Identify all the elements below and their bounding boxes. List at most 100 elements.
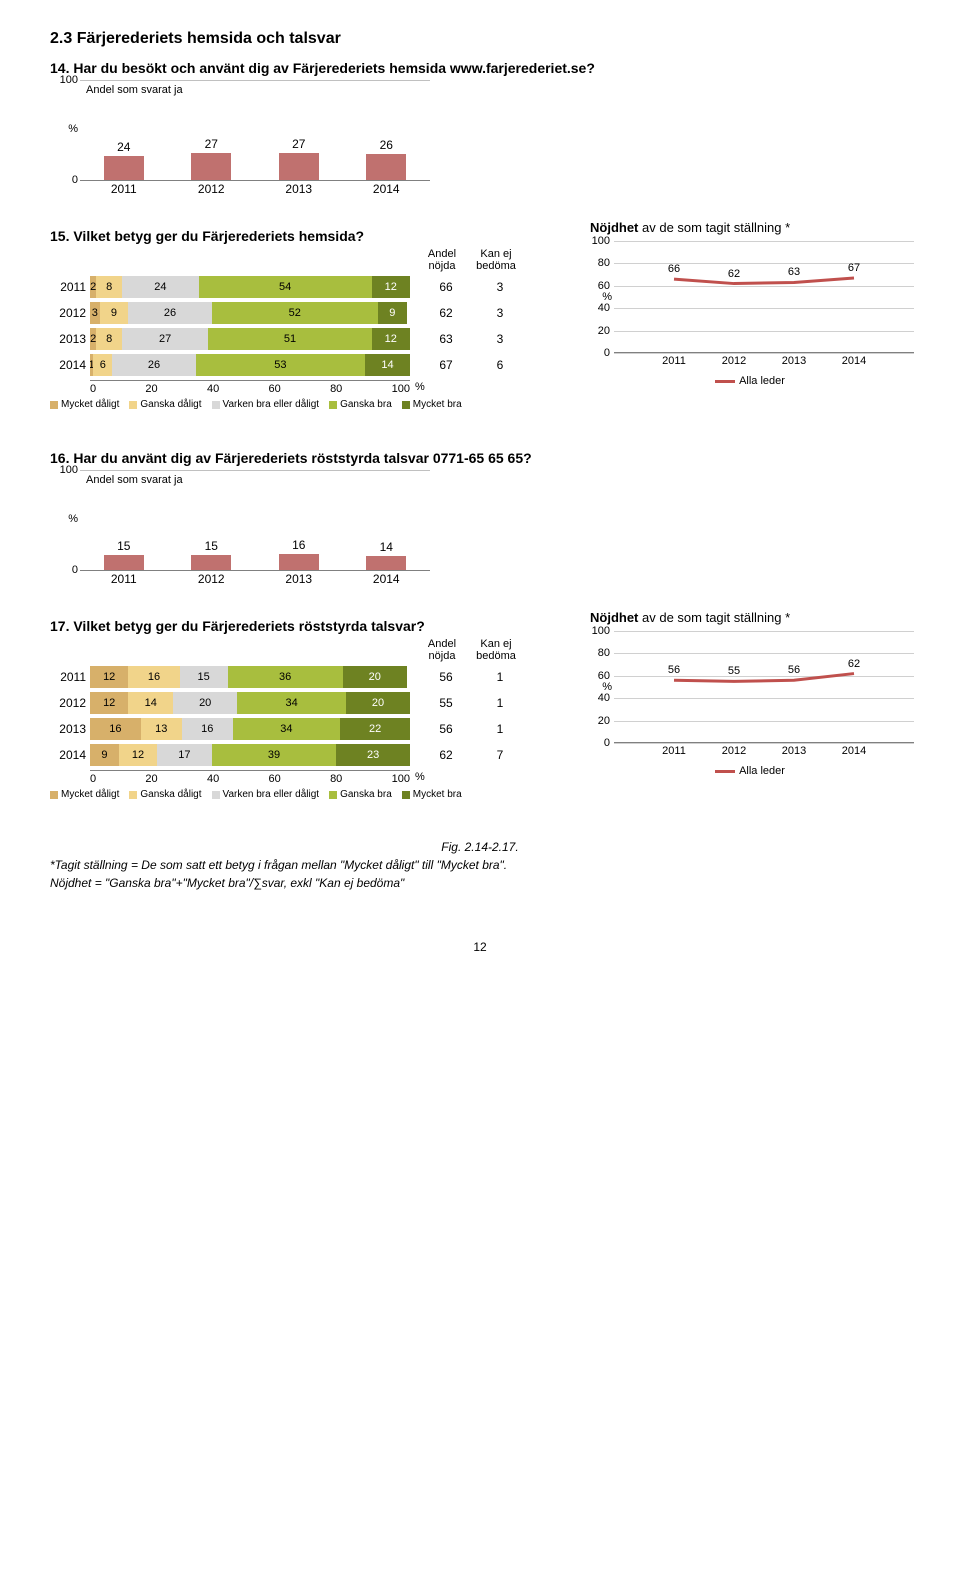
nojd-suffix: av de som tagit ställning * [638,610,790,625]
andel-value: 55 [424,696,468,710]
bar-label: 27 [279,137,319,151]
bar-segment: 34 [233,718,341,740]
legend-label: Mycket bra [413,789,462,800]
legend-label: Mycket dåligt [61,399,119,410]
bar-segment: 39 [212,744,337,766]
lc-ylabel: 80 [598,257,610,269]
row-year: 2014 [50,748,90,762]
lc-legend: Alla leder [590,765,910,777]
bar-xlabel: 2011 [94,182,154,196]
lc-xlabel: 2012 [709,745,759,757]
lc-ylabel: 60 [598,670,610,682]
bar-segment: 22 [340,718,410,740]
col-andel: Andel nöjda [420,638,464,662]
lc-legend: Alla leder [590,375,910,387]
bar-2012: 15 [191,555,231,570]
stacked-legend: Mycket dåligtGanska dåligtVarken bra ell… [50,789,562,800]
row-bar: 1214203420 [90,692,410,714]
bar-segment: 14 [128,692,173,714]
bar-segment: 9 [90,744,119,766]
bar-segment: 9 [100,302,129,324]
legend-label: Mycket dåligt [61,789,119,800]
lc-xlabel: 2011 [649,355,699,367]
bar-2012: 27 [191,153,231,180]
lc-value: 66 [668,263,680,275]
bar-segment: 53 [196,354,366,376]
andel-value: 63 [424,332,468,346]
andel-value: 62 [424,306,468,320]
lc-ylabel: 40 [598,302,610,314]
bar-xlabel: 2014 [356,182,416,196]
lc-xlabel: 2013 [769,745,819,757]
row-bar: 1216153620 [90,666,410,688]
lc-ylabel: 100 [592,235,610,247]
lc-xlabel: 2012 [709,355,759,367]
lc-value: 67 [848,262,860,274]
bar-segment: 34 [237,692,346,714]
row-bar: 28275112 [90,328,410,350]
row-bar: 16265314 [90,354,410,376]
row-year: 2011 [50,280,90,294]
bar-segment: 27 [122,328,208,350]
andel-value: 56 [424,722,468,736]
andel-value: 67 [424,358,468,372]
row-year: 2011 [50,670,90,684]
nojd17-title: Nöjdhet av de som tagit ställning * [590,610,910,625]
q15-block: 15. Vilket betyg ger du Färjerederiets h… [50,220,562,410]
row-bar: 28245412 [90,276,410,298]
row-bar: 3926529 [90,302,410,324]
bar-segment: 8 [96,276,122,298]
lc-xlabel: 2014 [829,355,879,367]
lc-xlabel: 2014 [829,745,879,757]
lc-xlabel: 2011 [649,745,699,757]
bar-segment: 12 [372,276,410,298]
q16-title: 16. Har du använt dig av Färjerederiets … [50,450,910,466]
nojd15-title: Nöjdhet av de som tagit ställning * [590,220,910,235]
small-bar-legend: Andel som svarat ja [86,84,183,96]
bar-xlabel: 2012 [181,182,241,196]
bar-xlabel: 2011 [94,572,154,586]
bar-xlabel: 2013 [269,182,329,196]
bar-label: 16 [279,538,319,552]
section-title: 2.3 Färjerederiets hemsida och talsvar [50,30,910,48]
figure-label: Fig. 2.14-2.17. [50,840,910,854]
kan-value: 3 [478,332,522,346]
bar-segment: 12 [119,744,157,766]
bar-2014: 14 [366,556,406,570]
bar-xlabel: 2013 [269,572,329,586]
col-kan: Kan ej bedöma [474,248,518,272]
bar-segment: 3 [90,302,100,324]
stacked-row: 2013 1613163422 56 1 [50,718,562,740]
row-year: 2012 [50,306,90,320]
x-axis-scale: 020406080100 [90,380,410,395]
lc-ylabel: 80 [598,647,610,659]
stacked-row: 2012 1214203420 55 1 [50,692,562,714]
bar-segment: 12 [90,692,128,714]
row-bar: 1613163422 [90,718,410,740]
lc-pct: % [602,681,612,693]
stacked-row: 2011 1216153620 56 1 [50,666,562,688]
lc-ylabel: 100 [592,625,610,637]
stacked-row: 2014 912173923 62 7 [50,744,562,766]
bar-segment: 20 [343,666,407,688]
kan-value: 6 [478,358,522,372]
footnote2: Nöjdhet = "Ganska bra"+"Mycket bra"/∑sva… [50,876,910,890]
lc-ylabel: 60 [598,280,610,292]
legend-label: Mycket bra [413,399,462,410]
bar-segment: 8 [96,328,122,350]
nojd-prefix: Nöjdhet [590,220,638,235]
legend-label: Ganska bra [340,789,392,800]
bar-segment: 20 [173,692,237,714]
small-bar-legend: Andel som svarat ja [86,474,183,486]
bar-segment: 16 [90,718,141,740]
bar-segment: 24 [122,276,199,298]
footnote1: *Tagit ställning = De som satt ett betyg… [50,858,910,872]
bar-2013: 27 [279,153,319,180]
bar-segment: 16 [182,718,233,740]
legend-label: Ganska bra [340,399,392,410]
nojd17-block: Nöjdhet av de som tagit ställning * 0204… [590,610,910,800]
andel-value: 56 [424,670,468,684]
stacked-legend: Mycket dåligtGanska dåligtVarken bra ell… [50,399,562,410]
row-year: 2013 [50,332,90,346]
lc-value: 62 [848,658,860,670]
